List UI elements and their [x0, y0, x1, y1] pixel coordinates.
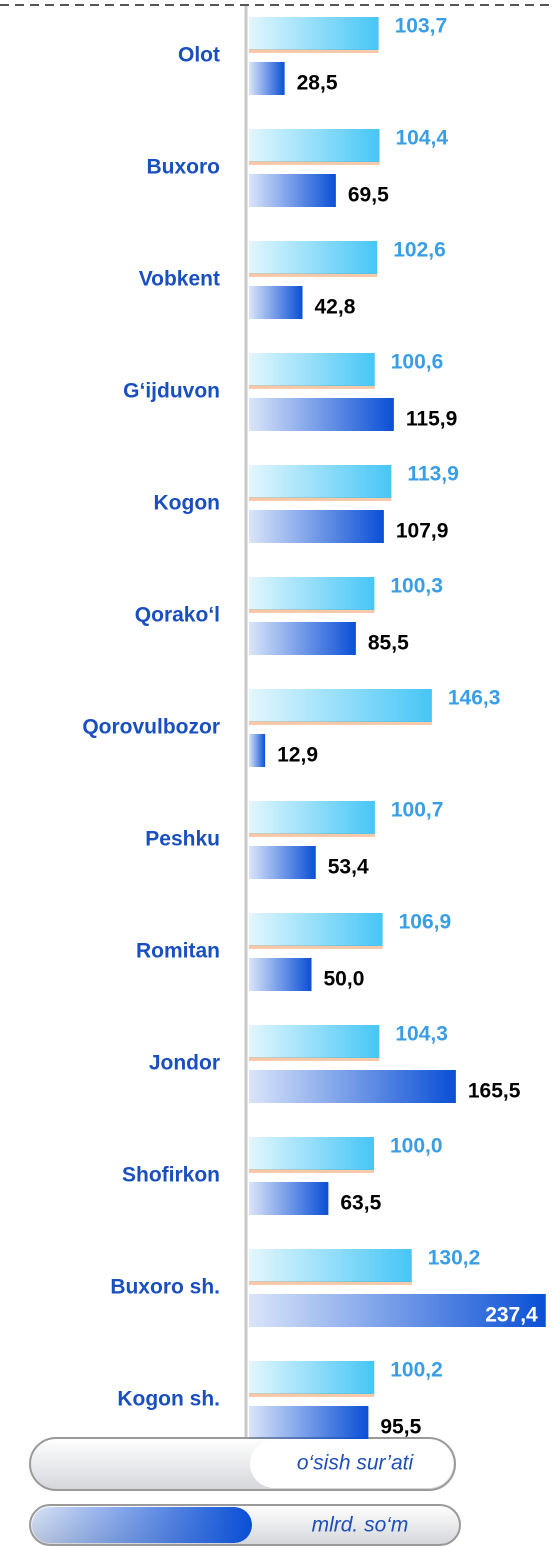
value-label: 107,9	[396, 520, 449, 543]
bar	[249, 622, 356, 655]
bar	[249, 1070, 456, 1103]
bar	[249, 398, 394, 431]
bar-shadow	[249, 49, 379, 53]
value-label: 102,6	[393, 239, 446, 262]
value-label: 237,4	[485, 1304, 538, 1327]
bar	[249, 62, 285, 95]
bar	[249, 1406, 369, 1439]
value-label: 106,9	[399, 911, 452, 934]
category-label: Buxoro	[147, 156, 221, 179]
legend-label: o‘sish sur’ati	[297, 1452, 415, 1475]
bar	[249, 577, 375, 610]
bar-shadow	[249, 1169, 374, 1173]
bar	[249, 241, 378, 274]
value-label: 165,5	[468, 1080, 521, 1103]
bar-shadow	[249, 385, 375, 389]
bar-shadow	[249, 1057, 380, 1061]
bar	[249, 1294, 546, 1327]
bar-shadow	[249, 497, 392, 501]
value-label: 100,3	[390, 575, 443, 598]
value-label: 146,3	[448, 687, 501, 710]
bar	[249, 1182, 329, 1215]
category-label: Kogon	[154, 492, 220, 515]
bar	[249, 734, 266, 767]
bar-shadow	[249, 609, 375, 613]
value-label: 42,8	[315, 296, 356, 319]
category-label: G‘ijduvon	[123, 380, 220, 403]
bar	[249, 1137, 374, 1170]
value-label: 53,4	[328, 856, 369, 879]
bar-shadow	[249, 833, 375, 837]
bar	[249, 510, 384, 543]
value-label: 104,4	[396, 127, 449, 150]
bar-shadow	[249, 945, 383, 949]
category-label: Shofirkon	[122, 1164, 220, 1187]
category-label: Vobkent	[139, 268, 220, 291]
legend-label: mlrd. so‘m	[312, 1514, 409, 1537]
value-label: 103,7	[395, 15, 448, 38]
value-label: 115,9	[406, 408, 457, 431]
bar-shadow	[249, 273, 378, 277]
bar-shadow	[249, 721, 432, 725]
bar-shadow	[249, 1281, 412, 1285]
bar	[249, 353, 375, 386]
legend: o‘sish sur’ati mlrd. so‘m	[29, 1437, 461, 1546]
bar	[249, 846, 316, 879]
category-label: Qorako‘l	[135, 604, 220, 627]
bar	[249, 958, 312, 991]
bar	[249, 1361, 375, 1394]
value-label: 113,9	[407, 463, 458, 486]
bar	[249, 465, 392, 498]
category-label: Jondor	[149, 1052, 220, 1075]
value-label: 69,5	[348, 184, 389, 207]
category-label: Qorovulbozor	[82, 716, 220, 739]
bar	[249, 1249, 412, 1282]
bar	[249, 913, 383, 946]
value-label: 104,3	[395, 1023, 448, 1046]
value-label: 100,7	[391, 799, 444, 822]
value-label: 12,9	[277, 744, 318, 767]
category-label: Peshku	[145, 828, 220, 851]
category-label: Romitan	[136, 940, 220, 963]
bar-shadow	[249, 161, 380, 165]
value-label: 95,5	[380, 1416, 421, 1439]
bar	[249, 129, 380, 162]
bar	[249, 17, 379, 50]
category-label: Kogon sh.	[117, 1388, 220, 1411]
bar	[249, 286, 303, 319]
value-label: 28,5	[297, 72, 338, 95]
bar	[249, 1025, 380, 1058]
bar	[249, 174, 336, 207]
category-label: Buxoro sh.	[110, 1276, 220, 1299]
value-label: 63,5	[340, 1192, 381, 1215]
category-label: Olot	[178, 44, 220, 67]
bar-shadow	[249, 1393, 375, 1397]
legend-swatch	[32, 1507, 252, 1543]
value-label: 100,0	[390, 1135, 443, 1158]
value-label: 130,2	[428, 1247, 481, 1270]
value-label: 100,2	[390, 1359, 443, 1382]
value-label: 85,5	[368, 632, 409, 655]
value-label: 100,6	[391, 351, 444, 374]
bar	[249, 801, 375, 834]
value-label: 50,0	[324, 968, 365, 991]
legend-pill-end	[250, 1440, 453, 1488]
bar	[249, 689, 432, 722]
